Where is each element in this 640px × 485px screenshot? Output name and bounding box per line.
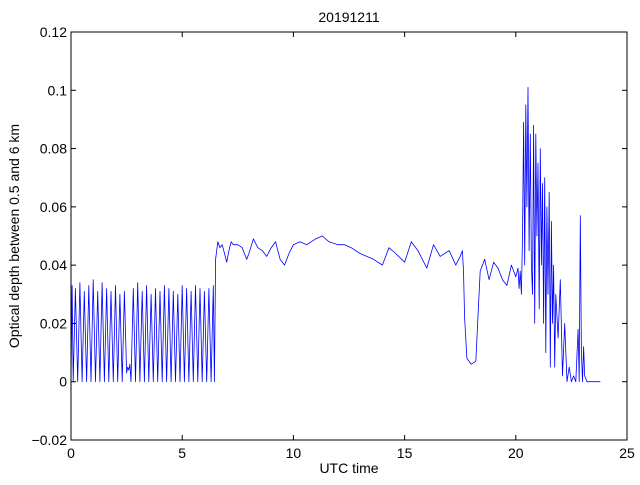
y-tick-label: 0.02 [40,315,67,331]
x-tick-label: 5 [178,445,186,461]
y-tick-label: 0.04 [40,257,67,273]
y-tick-label: 0.08 [40,141,67,157]
y-tick-label: 0.06 [40,199,67,215]
x-axis-ticks: 0 5 10 15 20 25 [67,32,635,461]
y-tick-label: −0.02 [32,432,68,448]
y-tick-label: 0.12 [40,24,67,40]
series-line-0 [70,87,601,383]
y-tick-label: 0.1 [48,82,68,98]
x-tick-label: 25 [619,445,635,461]
y-tick-label: 0 [59,374,67,390]
y-axis-ticks: −0.02 0 0.02 0.04 0.06 0.08 0.1 0.12 [32,24,627,448]
x-tick-label: 10 [286,445,302,461]
y-axis-label: Optical depth between 0.5 and 6 km [6,124,22,348]
plot-area [70,31,628,441]
x-axis-label: UTC time [319,460,378,476]
x-tick-label: 0 [67,445,75,461]
axes-box [70,31,628,441]
chart-title: 20191211 [318,9,379,25]
x-tick-label: 20 [508,445,524,461]
x-tick-label: 15 [397,445,413,461]
